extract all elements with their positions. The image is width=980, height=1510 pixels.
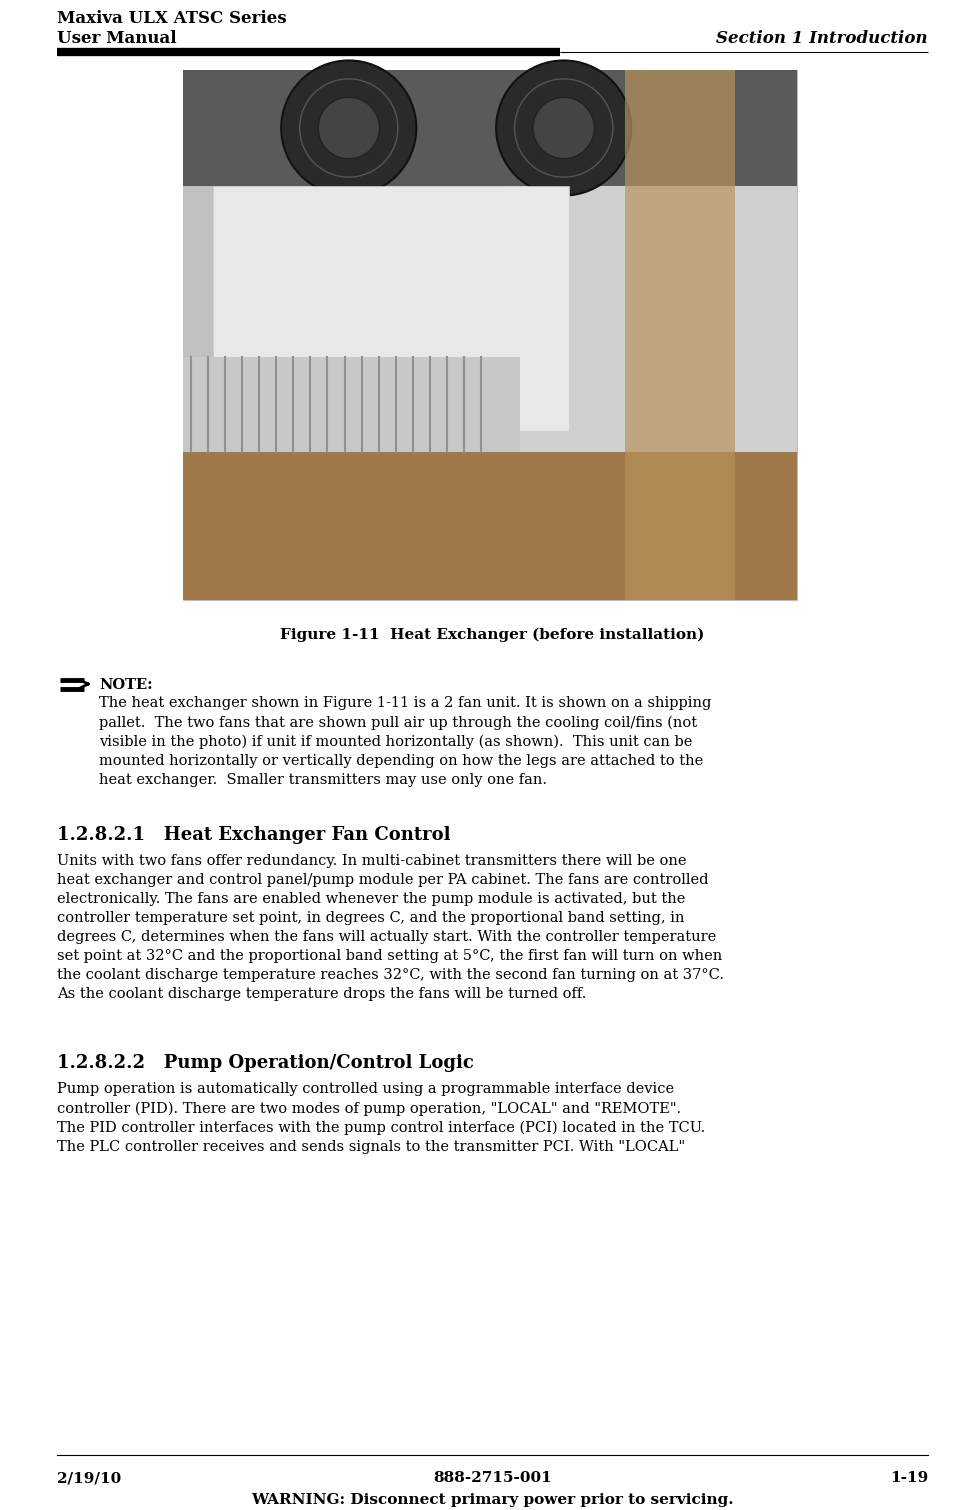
Text: 1.2.8.2.2   Pump Operation/Control Logic: 1.2.8.2.2 Pump Operation/Control Logic bbox=[57, 1054, 474, 1072]
Bar bbox=[183, 186, 502, 406]
Text: WARNING: Disconnect primary power prior to servicing.: WARNING: Disconnect primary power prior … bbox=[251, 1493, 734, 1507]
Text: 2/19/10: 2/19/10 bbox=[57, 1471, 122, 1484]
Circle shape bbox=[533, 97, 595, 159]
Text: NOTE:: NOTE: bbox=[99, 678, 153, 692]
Bar bbox=[625, 69, 735, 599]
Text: User Manual: User Manual bbox=[57, 30, 176, 47]
Text: 888-2715-001: 888-2715-001 bbox=[433, 1471, 552, 1484]
Circle shape bbox=[496, 60, 631, 195]
Circle shape bbox=[281, 60, 416, 195]
Text: Maxiva ULX ATSC Series: Maxiva ULX ATSC Series bbox=[57, 11, 286, 27]
Text: 1-19: 1-19 bbox=[890, 1471, 928, 1484]
Text: 1.2.8.2.1   Heat Exchanger Fan Control: 1.2.8.2.1 Heat Exchanger Fan Control bbox=[57, 826, 451, 844]
Text: Units with two fans offer redundancy. In multi-cabinet transmitters there will b: Units with two fans offer redundancy. In… bbox=[57, 855, 724, 1001]
Text: The heat exchanger shown in Figure 1-11 is a 2 fan unit. It is shown on a shippi: The heat exchanger shown in Figure 1-11 … bbox=[99, 696, 711, 787]
Bar bbox=[183, 69, 797, 186]
Text: Pump operation is automatically controlled using a programmable interface device: Pump operation is automatically controll… bbox=[57, 1083, 706, 1154]
Text: Section 1 Introduction: Section 1 Introduction bbox=[716, 30, 928, 47]
Text: Figure 1-11  Heat Exchanger (before installation): Figure 1-11 Heat Exchanger (before insta… bbox=[280, 628, 705, 642]
Bar bbox=[183, 69, 797, 599]
Circle shape bbox=[318, 97, 379, 159]
Bar bbox=[213, 186, 569, 430]
Bar bbox=[183, 451, 797, 599]
Bar bbox=[183, 356, 520, 451]
